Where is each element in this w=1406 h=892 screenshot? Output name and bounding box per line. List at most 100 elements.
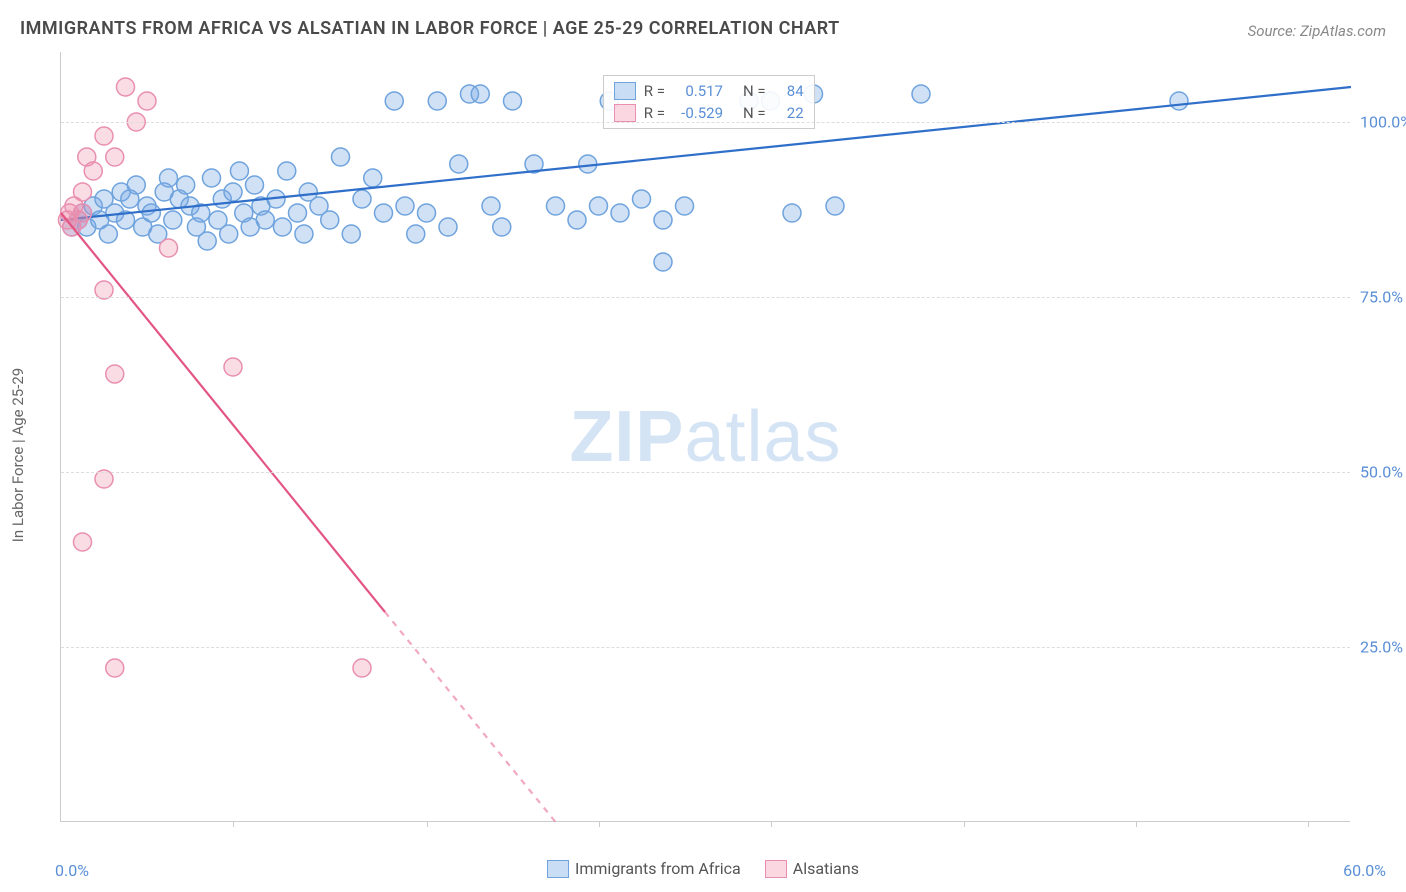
data-point bbox=[633, 190, 651, 208]
stat-legend-row: R = -0.529 N = 22 bbox=[614, 102, 804, 124]
legend-swatch bbox=[614, 104, 636, 122]
legend-swatch bbox=[765, 860, 787, 878]
data-point bbox=[504, 92, 522, 110]
stat-legend: R = 0.517 N = 84 R = -0.529 N = 22 bbox=[603, 75, 815, 129]
data-point bbox=[106, 365, 124, 383]
data-point bbox=[321, 211, 339, 229]
data-point bbox=[74, 183, 92, 201]
data-point bbox=[138, 92, 156, 110]
data-point bbox=[493, 218, 511, 236]
bottom-legend: Immigrants from Africa Alsatians bbox=[547, 859, 859, 878]
plot-area: ZIPatlas R =0.517N =84R =-0.529N =22 25.… bbox=[60, 52, 1350, 822]
data-point bbox=[295, 225, 313, 243]
data-point bbox=[289, 204, 307, 222]
legend-label: Alsatians bbox=[793, 859, 859, 878]
stat-legend-row: R = 0.517 N = 84 bbox=[614, 80, 804, 102]
data-point bbox=[396, 197, 414, 215]
data-point bbox=[676, 197, 694, 215]
n-value: 22 bbox=[774, 104, 804, 122]
xtick bbox=[599, 821, 600, 827]
data-point bbox=[127, 176, 145, 194]
data-point bbox=[74, 204, 92, 222]
xtick bbox=[1308, 821, 1309, 827]
data-point bbox=[74, 533, 92, 551]
data-point bbox=[450, 155, 468, 173]
data-point bbox=[342, 225, 360, 243]
data-point bbox=[385, 92, 403, 110]
data-point bbox=[99, 225, 117, 243]
data-point bbox=[230, 162, 248, 180]
data-point bbox=[160, 169, 178, 187]
ytick-label: 75.0% bbox=[1360, 288, 1406, 307]
data-point bbox=[95, 127, 113, 145]
r-value: -0.529 bbox=[673, 104, 723, 122]
x-min-label: 0.0% bbox=[55, 861, 89, 880]
data-point bbox=[246, 176, 264, 194]
ytick-label: 100.0% bbox=[1360, 113, 1406, 132]
data-point bbox=[164, 211, 182, 229]
data-point bbox=[224, 358, 242, 376]
data-point bbox=[160, 239, 178, 257]
gridline bbox=[61, 472, 1350, 473]
data-point bbox=[224, 183, 242, 201]
data-point bbox=[439, 218, 457, 236]
source-label: Source: ZipAtlas.com bbox=[1248, 22, 1386, 40]
data-point bbox=[278, 162, 296, 180]
r-label: R = bbox=[644, 82, 665, 100]
y-axis-label: In Labor Force | Age 25-29 bbox=[9, 368, 27, 542]
data-point bbox=[375, 204, 393, 222]
gridline bbox=[61, 297, 1350, 298]
legend-swatch bbox=[614, 82, 636, 100]
ytick-label: 50.0% bbox=[1360, 463, 1406, 482]
chart-svg bbox=[61, 52, 1350, 821]
xtick bbox=[233, 821, 234, 827]
r-value: 0.517 bbox=[673, 82, 723, 100]
data-point bbox=[482, 197, 500, 215]
data-point bbox=[78, 148, 96, 166]
data-point bbox=[783, 204, 801, 222]
xtick bbox=[427, 821, 428, 827]
data-point bbox=[332, 148, 350, 166]
data-point bbox=[611, 204, 629, 222]
x-max-label: 60.0% bbox=[1343, 861, 1386, 880]
data-point bbox=[142, 204, 160, 222]
data-point bbox=[407, 225, 425, 243]
data-point bbox=[590, 197, 608, 215]
legend-swatch bbox=[547, 860, 569, 878]
data-point bbox=[198, 232, 216, 250]
r-label: R = bbox=[644, 104, 665, 122]
xtick bbox=[1136, 821, 1137, 827]
xtick bbox=[771, 821, 772, 827]
data-point bbox=[106, 148, 124, 166]
data-point bbox=[117, 78, 135, 96]
gridline bbox=[61, 647, 1350, 648]
data-point bbox=[912, 85, 930, 103]
data-point bbox=[353, 659, 371, 677]
data-point bbox=[364, 169, 382, 187]
data-point bbox=[220, 225, 238, 243]
trend-line bbox=[61, 213, 385, 612]
data-point bbox=[106, 659, 124, 677]
n-label: N = bbox=[743, 82, 766, 100]
data-point bbox=[353, 190, 371, 208]
data-point bbox=[826, 197, 844, 215]
data-point bbox=[203, 169, 221, 187]
data-point bbox=[654, 211, 672, 229]
data-point bbox=[428, 92, 446, 110]
legend-label: Immigrants from Africa bbox=[575, 859, 741, 878]
data-point bbox=[568, 211, 586, 229]
data-point bbox=[654, 253, 672, 271]
n-label: N = bbox=[743, 104, 766, 122]
data-point bbox=[418, 204, 436, 222]
data-point bbox=[1170, 92, 1188, 110]
data-point bbox=[547, 197, 565, 215]
bottom-legend-item: Immigrants from Africa bbox=[547, 859, 741, 878]
gridline bbox=[61, 122, 1350, 123]
data-point bbox=[273, 218, 291, 236]
chart-title: IMMIGRANTS FROM AFRICA VS ALSATIAN IN LA… bbox=[20, 18, 840, 39]
n-value: 84 bbox=[774, 82, 804, 100]
data-point bbox=[471, 85, 489, 103]
trend-line-dashed bbox=[385, 612, 556, 822]
data-point bbox=[177, 176, 195, 194]
bottom-legend-item: Alsatians bbox=[765, 859, 859, 878]
